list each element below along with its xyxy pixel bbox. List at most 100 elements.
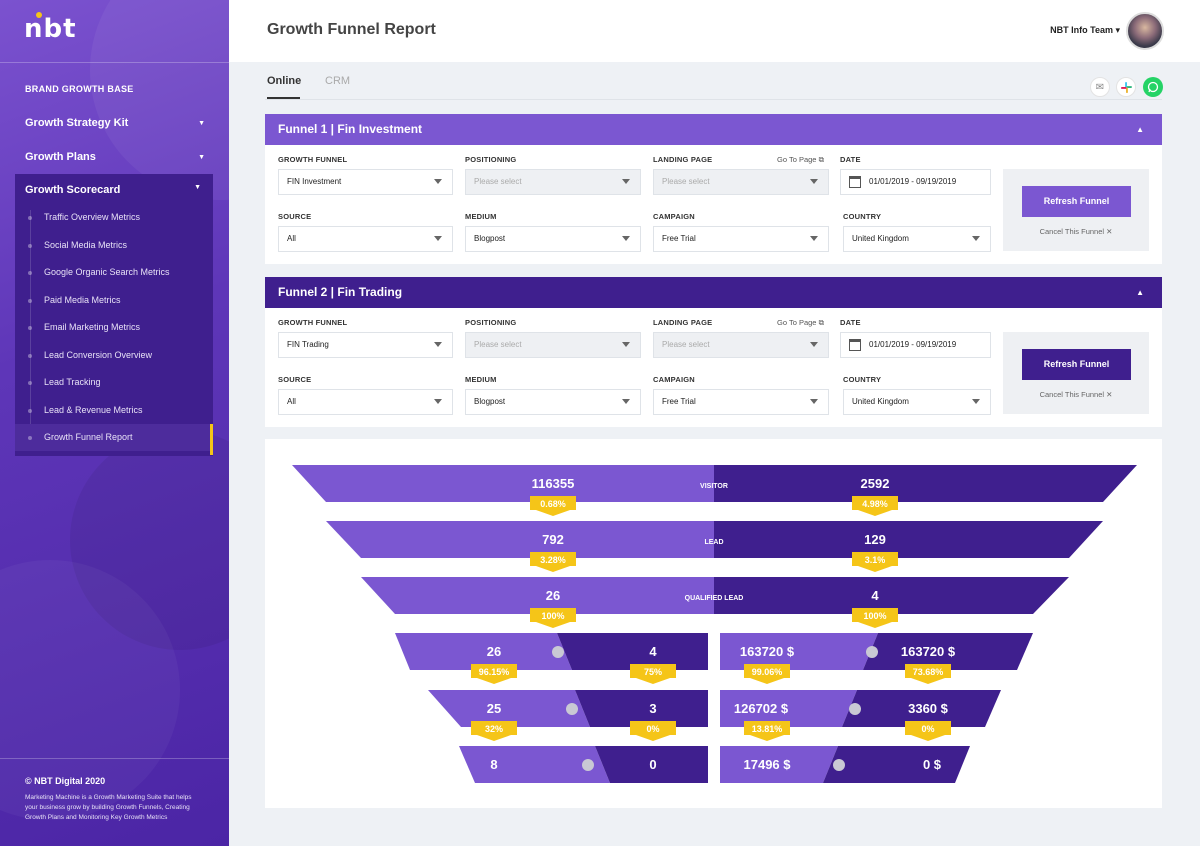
sidebar-item-social-media-metrics[interactable]: Social Media Metrics xyxy=(15,232,213,259)
rate-badge xyxy=(630,721,676,741)
panel-header[interactable]: Funnel 2 | Fin Trading ▲ xyxy=(265,277,1162,308)
menu-growth-plans[interactable]: Growth Plans ▼ xyxy=(25,151,205,163)
refresh-box: Refresh Funnel Cancel This Funnel ✕ xyxy=(1003,332,1149,414)
sidebar-item-lead-revenue-metrics[interactable]: Lead & Revenue Metrics xyxy=(15,397,213,424)
country-select[interactable]: United Kingdom xyxy=(843,226,991,252)
split-value-c: 17496 $ xyxy=(744,757,792,772)
sidebar-item-email-marketing-metrics[interactable]: Email Marketing Metrics xyxy=(15,314,213,341)
info-icon[interactable] xyxy=(866,646,878,658)
date-select[interactable]: 01/01/2019 - 09/19/2019 xyxy=(840,332,991,358)
info-icon[interactable] xyxy=(566,703,578,715)
mail-icon[interactable]: ✉ xyxy=(1090,77,1110,97)
sidebar-description: Marketing Machine is a Growth Marketing … xyxy=(25,794,192,821)
sidebar-item-label: Google Organic Search Metrics xyxy=(44,267,170,277)
rate-badge xyxy=(852,496,898,516)
split-segment-a xyxy=(459,746,610,783)
user-menu[interactable]: NBT Info Team ▾ xyxy=(1050,25,1120,35)
avatar[interactable] xyxy=(1126,12,1164,50)
growth-funnel-select[interactable]: FIN Trading xyxy=(278,332,453,358)
stage-name: LEAD xyxy=(704,539,723,546)
select-value: Blogpost xyxy=(474,234,506,243)
field-label: MEDIUM xyxy=(465,212,497,221)
sidebar-item-traffic-overview-metrics[interactable]: Traffic Overview Metrics xyxy=(15,204,213,231)
sidebar-item-growth-funnel-report[interactable]: Growth Funnel Report xyxy=(15,424,213,455)
rate-badge xyxy=(530,608,576,628)
positioning-select[interactable]: Please select xyxy=(465,169,641,195)
refresh-funnel-button[interactable]: Refresh Funnel xyxy=(1022,186,1131,217)
source-select[interactable]: All xyxy=(278,226,453,252)
campaign-select[interactable]: Free Trial xyxy=(653,226,829,252)
chevron-down-icon xyxy=(810,236,818,241)
field-label: LANDING PAGE xyxy=(653,155,713,164)
landing-page-select[interactable]: Please select xyxy=(653,169,829,195)
stage-name: VISITOR xyxy=(700,483,728,490)
go-to-page-link[interactable]: Go To Page ⧉ xyxy=(777,155,824,165)
source-select[interactable]: All xyxy=(278,389,453,415)
slack-icon[interactable] xyxy=(1116,77,1136,97)
field-label: DATE xyxy=(840,155,861,164)
bullet-icon xyxy=(28,353,32,358)
growth-funnel-select[interactable]: FIN Investment xyxy=(278,169,453,195)
panel-title: Funnel 2 | Fin Trading xyxy=(278,285,403,299)
chevron-up-icon[interactable]: ▲ xyxy=(1136,288,1144,297)
rate-badge-label: 75% xyxy=(644,667,662,677)
medium-select[interactable]: Blogpost xyxy=(465,226,641,252)
tab-crm[interactable]: CRM xyxy=(325,75,351,87)
menu-growth-scorecard[interactable]: Growth Scorecard ▼ xyxy=(25,184,201,196)
field-label: GROWTH FUNNEL xyxy=(278,155,348,164)
funnel-stage-right xyxy=(714,521,1103,558)
brand-title: BRAND GROWTH BASE xyxy=(25,84,134,94)
split-segment-d xyxy=(842,690,1001,727)
rate-badge xyxy=(744,664,790,684)
sidebar-item-google-organic-search-metrics[interactable]: Google Organic Search Metrics xyxy=(15,259,213,286)
info-icon[interactable] xyxy=(833,759,845,771)
sidebar-item-paid-media-metrics[interactable]: Paid Media Metrics xyxy=(15,287,213,314)
split-value-d: 0 $ xyxy=(923,757,942,772)
calendar-icon xyxy=(849,176,861,188)
funnel-stage-left xyxy=(326,521,714,558)
sidebar-item-label: Social Media Metrics xyxy=(44,239,128,250)
funnel-chart-card: 116355 2592 VISITOR 0.68% 4.98% 792 129 LEAD 3.2… xyxy=(265,439,1162,808)
split-segment-d xyxy=(863,633,1033,670)
panel-header[interactable]: Funnel 1 | Fin Investment ▲ xyxy=(265,114,1162,145)
split-value-c: 163720 $ xyxy=(740,644,795,659)
rate-badge xyxy=(852,608,898,628)
cancel-funnel-link[interactable]: Cancel This Funnel ✕ xyxy=(1039,390,1113,399)
refresh-funnel-button[interactable]: Refresh Funnel xyxy=(1022,349,1131,380)
nbt-logo[interactable]: nbt xyxy=(24,12,77,44)
split-segment-b xyxy=(595,746,708,783)
chevron-down-icon: ▼ xyxy=(198,119,205,127)
medium-select[interactable]: Blogpost xyxy=(465,389,641,415)
info-icon[interactable] xyxy=(552,646,564,658)
positioning-select[interactable]: Please select xyxy=(465,332,641,358)
select-value: 01/01/2019 - 09/19/2019 xyxy=(869,340,957,349)
field-label: COUNTRY xyxy=(843,212,882,221)
campaign-select[interactable]: Free Trial xyxy=(653,389,829,415)
sidebar-item-lead-conversion-overview[interactable]: Lead Conversion Overview xyxy=(15,342,213,369)
cancel-funnel-link[interactable]: Cancel This Funnel ✕ xyxy=(1039,227,1113,236)
funnel-stage-right xyxy=(714,465,1137,502)
funnel-panel: Funnel 1 | Fin Investment ▲ GROWTH FUNNEL F… xyxy=(265,114,1162,264)
chevron-down-icon xyxy=(434,236,442,241)
chevron-up-icon[interactable]: ▲ xyxy=(1136,125,1144,134)
tab-online[interactable]: Online xyxy=(267,75,302,87)
rate-badge xyxy=(905,664,951,684)
date-select[interactable]: 01/01/2019 - 09/19/2019 xyxy=(840,169,991,195)
country-select[interactable]: United Kingdom xyxy=(843,389,991,415)
info-icon[interactable] xyxy=(849,703,861,715)
funnel-chart: 116355 2592 VISITOR 0.68% 4.98% 792 129 LEAD 3.2… xyxy=(292,465,1137,783)
stage-value-right: 2592 xyxy=(861,476,890,491)
sidebar: nbt BRAND GROWTH BASE Growth Strategy Ki… xyxy=(0,0,229,846)
whatsapp-icon[interactable] xyxy=(1143,77,1163,97)
info-icon[interactable] xyxy=(582,759,594,771)
split-value-a: 26 xyxy=(487,644,501,659)
menu-growth-strategy-kit[interactable]: Growth Strategy Kit ▼ xyxy=(25,117,205,129)
split-value-d: 163720 $ xyxy=(901,644,956,659)
calendar-icon xyxy=(849,339,861,351)
go-to-page-link[interactable]: Go To Page ⧉ xyxy=(777,318,824,328)
sidebar-item-lead-tracking[interactable]: Lead Tracking xyxy=(15,369,213,396)
field-label: CAMPAIGN xyxy=(653,212,695,221)
bullet-icon xyxy=(28,436,32,440)
landing-page-select[interactable]: Please select xyxy=(653,332,829,358)
rate-badge xyxy=(471,721,517,741)
